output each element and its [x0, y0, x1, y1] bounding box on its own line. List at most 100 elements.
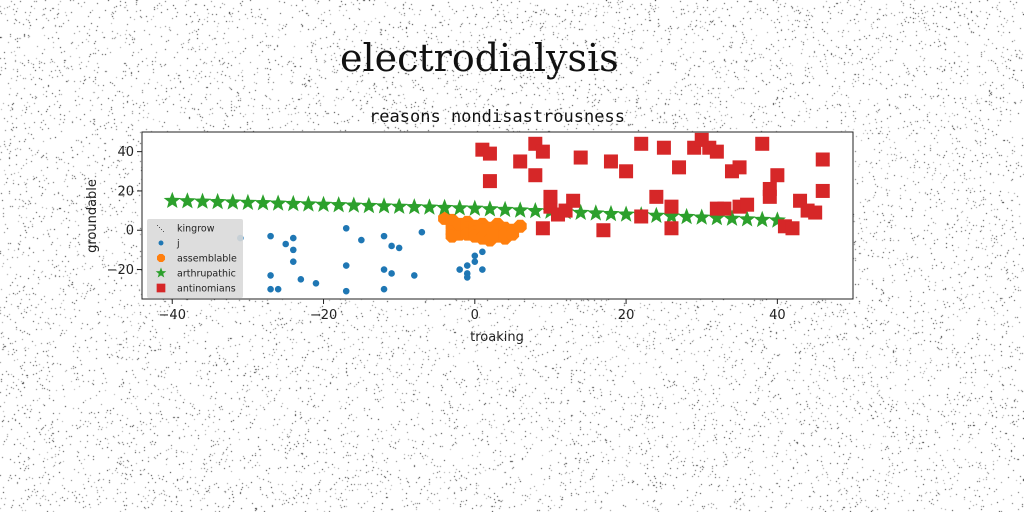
- square-point: [664, 221, 679, 236]
- data-point: [463, 274, 471, 281]
- data-point: [388, 270, 395, 277]
- star-point: [587, 204, 605, 221]
- star-point: [284, 194, 302, 212]
- star-point: [602, 204, 620, 222]
- square-point: [785, 221, 800, 236]
- x-tick-label: −20: [310, 308, 337, 323]
- square-point: [656, 140, 671, 155]
- x-tick-label: −40: [159, 308, 186, 323]
- star-point: [678, 207, 696, 225]
- star-point: [768, 211, 786, 228]
- legend-marker: [163, 231, 164, 232]
- square-point: [573, 150, 588, 165]
- star-point: [526, 202, 544, 219]
- square-point: [634, 136, 649, 151]
- legend: kingrow j assemblable arthrupathic antinomia…: [147, 219, 243, 298]
- square-point: [482, 146, 497, 161]
- plot-area: [141, 131, 854, 300]
- data-point: [267, 272, 274, 279]
- square-point: [808, 205, 823, 220]
- square-point: [596, 223, 611, 238]
- square-point: [664, 199, 679, 214]
- square-point: [528, 168, 543, 183]
- star-point: [375, 197, 393, 214]
- series-antinomians: [475, 132, 830, 238]
- chart-title: reasons nondisastrousness: [369, 107, 625, 127]
- data-point: [456, 266, 463, 273]
- data-point: [289, 258, 297, 265]
- data-point: [418, 228, 426, 236]
- legend-marker: [159, 227, 160, 228]
- square-point: [732, 160, 747, 175]
- square-point: [634, 209, 649, 224]
- legend-label: antinomians: [177, 284, 236, 295]
- data-point: [463, 262, 471, 269]
- star-point: [330, 196, 348, 213]
- legend-entry-j: j: [158, 239, 180, 250]
- chart-marks: [163, 132, 830, 295]
- square-point: [755, 136, 770, 151]
- axis-ticks: −40 −20 0 20 40 −20 0 20 40: [107, 145, 786, 323]
- y-tick-label: 0: [126, 224, 134, 239]
- legend-marker: [156, 283, 166, 293]
- data-point: [274, 285, 282, 293]
- square-point: [543, 189, 558, 204]
- data-point: [380, 266, 388, 273]
- data-point: [342, 262, 350, 269]
- square-point: [672, 160, 687, 175]
- square-point: [717, 201, 732, 216]
- square-point: [619, 164, 634, 179]
- star-point: [269, 194, 287, 211]
- square-point: [513, 154, 528, 169]
- x-axis-label: troaking: [470, 330, 524, 345]
- star-point: [693, 208, 711, 225]
- data-point: [380, 232, 388, 240]
- square-point: [709, 144, 724, 159]
- y-tick-label: 40: [117, 145, 134, 160]
- legend-label: arthrupathic: [177, 269, 236, 280]
- data-point: [471, 252, 479, 260]
- legend-marker: [161, 229, 162, 230]
- legend-marker: [157, 225, 158, 226]
- star-point: [617, 205, 635, 222]
- star-point: [708, 209, 726, 226]
- legend-label: j: [176, 239, 180, 250]
- data-point: [282, 240, 290, 248]
- star-point: [405, 198, 423, 215]
- star-point: [163, 191, 181, 208]
- star-point: [511, 201, 529, 218]
- data-point: [289, 246, 297, 254]
- data-point: [388, 242, 395, 250]
- star-point: [466, 199, 484, 216]
- square-point: [815, 183, 830, 198]
- x-tick-label: 40: [769, 308, 786, 323]
- star-point: [239, 193, 257, 210]
- x-tick-label: 20: [618, 308, 635, 323]
- data-point: [471, 258, 479, 265]
- star-point: [572, 203, 590, 220]
- star-point: [723, 209, 741, 226]
- star-point: [420, 198, 438, 215]
- star-point: [315, 195, 333, 212]
- data-point: [358, 236, 365, 244]
- star-point: [753, 210, 771, 228]
- star-point: [436, 198, 454, 216]
- square-point: [535, 144, 550, 159]
- star-point: [390, 197, 408, 214]
- legend-marker: [155, 267, 167, 278]
- star-point: [345, 196, 363, 213]
- legend-entry-kingrow: kingrow: [157, 224, 215, 235]
- square-point: [603, 154, 618, 169]
- data-point: [479, 248, 486, 256]
- data-point: [410, 272, 418, 279]
- legend-label: kingrow: [177, 224, 215, 235]
- star-point: [360, 196, 378, 214]
- data-point: [297, 276, 305, 283]
- y-tick-label: 20: [117, 184, 134, 199]
- star-point: [178, 192, 196, 209]
- star-point: [662, 207, 680, 224]
- data-point: [342, 287, 350, 295]
- data-point: [267, 232, 274, 240]
- data-point: [312, 279, 320, 287]
